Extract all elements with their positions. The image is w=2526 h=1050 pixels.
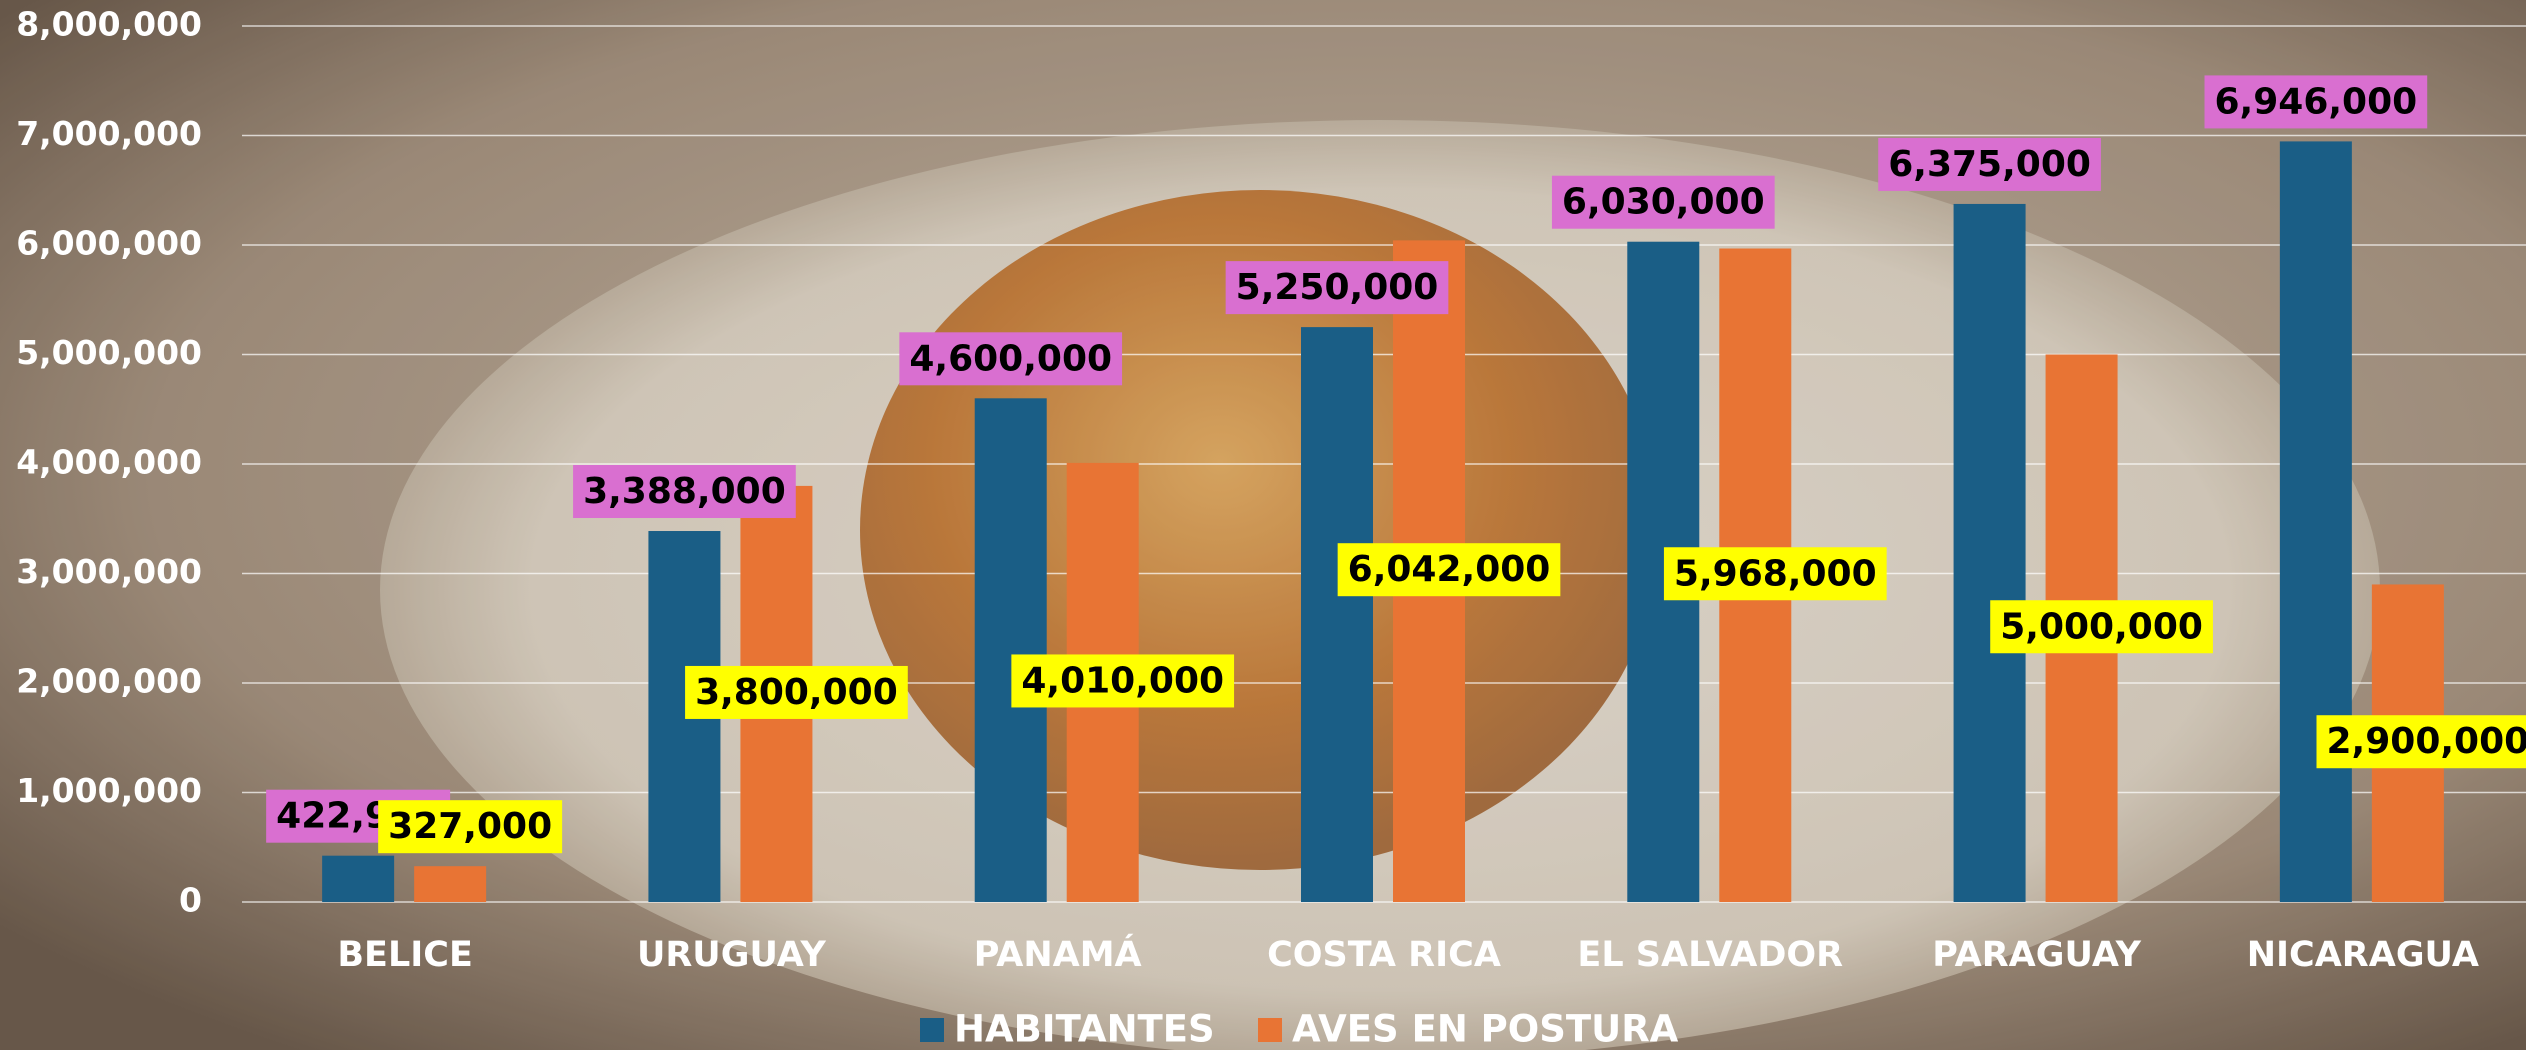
bar — [1953, 203, 2026, 902]
data-label-bg — [2204, 75, 2428, 129]
y-tick-label: 3,000,000 — [16, 552, 202, 591]
data-label-bg — [1337, 543, 1561, 597]
legend-swatch — [1258, 1018, 1282, 1042]
y-tick-label: 4,000,000 — [16, 443, 202, 482]
x-tick-label: EL SALVADOR — [1577, 935, 1843, 975]
data-label-bg — [2316, 715, 2526, 769]
y-tick-label: 5,000,000 — [16, 333, 202, 372]
legend-label: HABITANTES — [954, 1008, 1215, 1050]
y-tick-label: 6,000,000 — [16, 224, 202, 263]
x-tick-label: PARAGUAY — [1932, 935, 2141, 975]
x-tick-label: BELICE — [337, 935, 473, 975]
x-tick-label: COSTA RICA — [1267, 935, 1501, 975]
legend-swatch — [920, 1018, 944, 1042]
data-label: 6,946,000 — [2215, 81, 2418, 122]
y-tick-label: 1,000,000 — [16, 771, 202, 810]
bar — [974, 398, 1047, 902]
legend-label: AVES EN POSTURA — [1292, 1008, 1679, 1050]
data-label-bg — [685, 665, 908, 719]
data-label-bg — [1663, 547, 1887, 601]
x-tick-label: PANAMÁ — [974, 933, 1142, 975]
data-label-bg — [1990, 600, 2213, 654]
data-label: 5,968,000 — [1674, 553, 1877, 594]
data-label: 3,800,000 — [695, 672, 898, 713]
data-label-bg — [1878, 137, 2101, 191]
data-label: 6,042,000 — [1348, 549, 1551, 590]
y-tick-label: 8,000,000 — [16, 5, 202, 44]
data-label: 3,388,000 — [583, 471, 786, 512]
data-label: 4,600,000 — [909, 338, 1112, 379]
data-label-bg — [1011, 654, 1235, 708]
data-label-bg — [573, 465, 796, 519]
data-label: 4,010,000 — [1021, 660, 1224, 701]
data-label: 6,375,000 — [1888, 144, 2091, 185]
bar — [414, 866, 487, 902]
bar — [2279, 141, 2352, 903]
bar — [1301, 327, 1373, 902]
data-label: 5,250,000 — [1236, 267, 1439, 308]
data-label-bg — [899, 332, 1123, 386]
x-tick-label: NICARAGUA — [2247, 935, 2479, 975]
y-tick-label: 0 — [179, 881, 202, 920]
labels: 422,924327,0003,388,0003,800,0004,600,00… — [266, 75, 2526, 1050]
data-label: 6,030,000 — [1562, 182, 1765, 223]
data-label-bg — [1551, 175, 1775, 229]
data-label: 5,000,000 — [2000, 606, 2203, 647]
bar — [322, 855, 395, 902]
x-tick-label: URUGUAY — [637, 935, 827, 975]
y-tick-label: 7,000,000 — [16, 114, 202, 153]
data-label-bg — [378, 800, 563, 854]
data-label-bg — [1225, 261, 1449, 315]
y-tick-label: 2,000,000 — [16, 662, 202, 701]
grid: 0 1,000,000 2,000,000 3,000,000 4,000,000 5,0… — [16, 5, 2526, 975]
data-label: 327,000 — [388, 806, 552, 847]
data-label: 2,900,000 — [2327, 721, 2526, 762]
